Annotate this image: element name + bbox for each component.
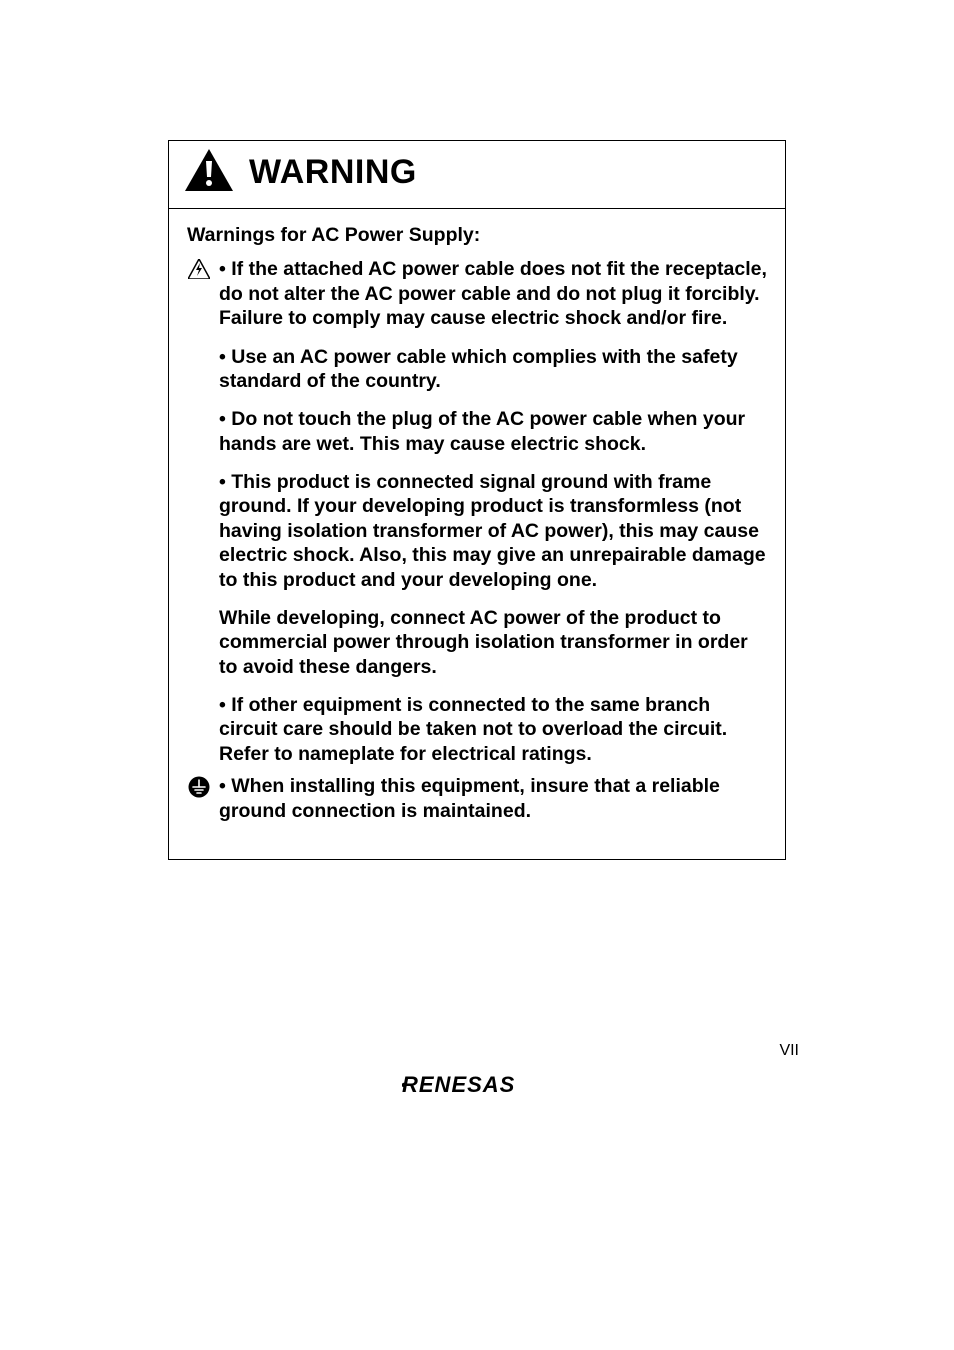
warning-box: WARNING Warnings for AC Power Supply: If… xyxy=(168,140,786,860)
warning-paragraph: If other equipment is connected to the s… xyxy=(219,693,767,766)
warning-item: If the attached AC power cable does not … xyxy=(187,257,767,766)
warning-item-text: When installing this equipment, insure t… xyxy=(219,774,767,823)
shock-hazard-icon xyxy=(187,257,211,279)
warning-triangle-icon xyxy=(183,147,235,198)
warning-title: WARNING xyxy=(249,153,417,192)
warning-item-text: If the attached AC power cable does not … xyxy=(219,257,767,766)
warning-paragraph: When installing this equipment, insure t… xyxy=(219,774,767,823)
svg-text:RENESAS: RENESAS xyxy=(402,1072,515,1097)
warning-paragraph: Use an AC power cable which complies wit… xyxy=(219,345,767,394)
page-number: VII xyxy=(779,1042,799,1060)
document-page: WARNING Warnings for AC Power Supply: If… xyxy=(0,0,954,1350)
warning-header: WARNING xyxy=(169,141,785,209)
warning-item: When installing this equipment, insure t… xyxy=(187,774,767,823)
footer-brand: RENESAS xyxy=(0,1072,954,1098)
section-title: Warnings for AC Power Supply: xyxy=(187,223,767,247)
warning-body: Warnings for AC Power Supply: If the att… xyxy=(169,209,785,859)
ground-icon xyxy=(187,774,211,798)
warning-paragraph: This product is connected signal ground … xyxy=(219,470,767,592)
warning-paragraph: If the attached AC power cable does not … xyxy=(219,257,767,330)
warning-paragraph: Do not touch the plug of the AC power ca… xyxy=(219,407,767,456)
warning-continuation: While developing, connect AC power of th… xyxy=(219,606,767,679)
renesas-logo-icon: RENESAS xyxy=(402,1072,552,1098)
